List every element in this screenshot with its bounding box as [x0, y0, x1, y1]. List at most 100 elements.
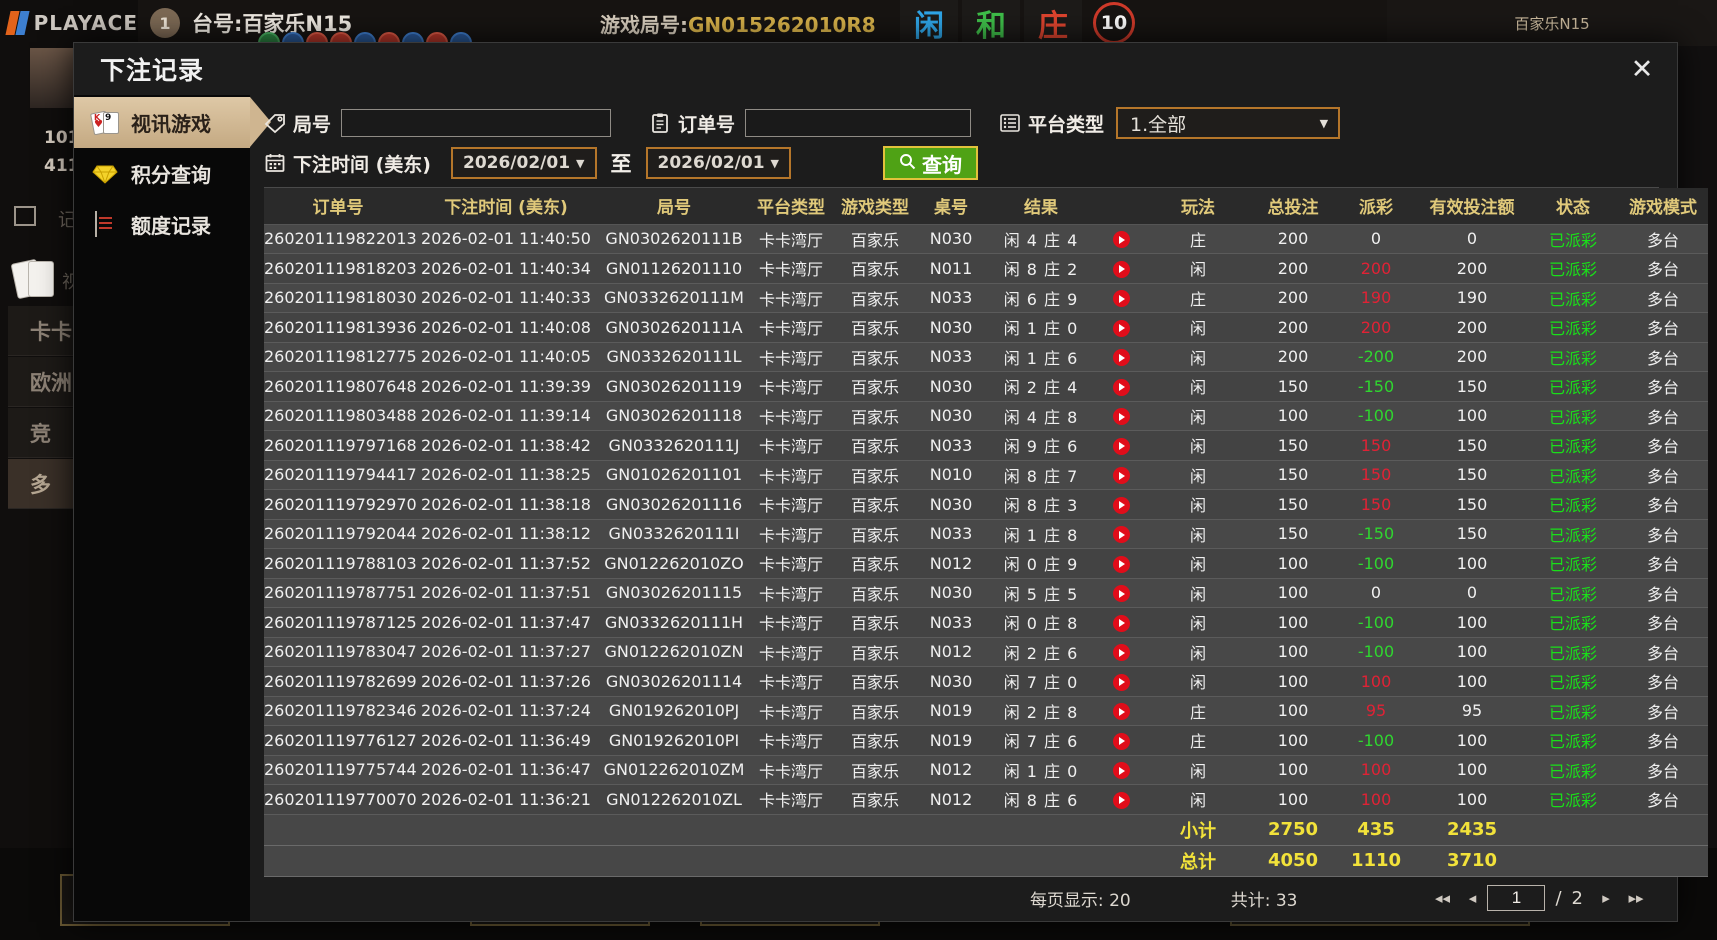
date-between-label: 至 [610, 152, 632, 176]
play-icon[interactable] [1112, 378, 1130, 396]
table-row[interactable]: 260201119797168 2026-02-01 11:38:42 GN0332… [264, 430, 1708, 461]
close-icon[interactable]: ✕ [1630, 53, 1654, 85]
play-icon[interactable] [1112, 408, 1130, 426]
replay-cell[interactable] [1096, 371, 1146, 402]
status-cell: 已派彩 [1528, 607, 1618, 638]
table-row[interactable]: 260201119782346 2026-02-01 11:37:24 GN0192… [264, 696, 1708, 726]
play-icon[interactable] [1112, 732, 1130, 750]
gametype-cell: 百家乐 [834, 401, 916, 431]
table-row[interactable]: 260201119794417 2026-02-01 11:38:25 GN0102… [264, 460, 1708, 490]
replay-cell[interactable] [1096, 312, 1146, 343]
last-page-icon[interactable]: ▸▸ [1628, 889, 1644, 907]
replay-cell[interactable] [1096, 401, 1146, 431]
play-icon[interactable] [1112, 644, 1130, 662]
play-icon[interactable] [1112, 614, 1130, 632]
play-icon[interactable] [1112, 703, 1130, 721]
table-row[interactable]: 260201119818030 2026-02-01 11:40:33 GN0332… [264, 283, 1708, 313]
table-row[interactable]: 260201119822013 2026-02-01 11:40:50 GN0302… [264, 224, 1708, 254]
replay-cell[interactable] [1096, 784, 1146, 815]
play-icon[interactable] [1112, 496, 1130, 514]
table-row[interactable]: 260201119813936 2026-02-01 11:40:08 GN0302… [264, 312, 1708, 343]
play-icon[interactable] [1112, 290, 1130, 308]
play-icon[interactable] [1112, 260, 1130, 278]
play-icon[interactable] [1112, 231, 1130, 249]
status-cell: 已派彩 [1528, 283, 1618, 313]
table-row[interactable]: 260201119788103 2026-02-01 11:37:52 GN0122… [264, 548, 1708, 579]
table-row[interactable]: 260201119782699 2026-02-01 11:37:26 GN0302… [264, 666, 1708, 697]
col-order: 订单号 [264, 188, 412, 225]
platform-cell: 卡卡湾厅 [748, 696, 834, 726]
play-icon[interactable] [1112, 791, 1130, 809]
play-icon[interactable] [1112, 319, 1130, 337]
prev-page-icon[interactable]: ◂ [1468, 889, 1477, 907]
table-row[interactable]: 260201119787751 2026-02-01 11:37:51 GN0302… [264, 578, 1708, 608]
play-icon[interactable] [1112, 673, 1130, 691]
replay-cell[interactable] [1096, 342, 1146, 372]
replay-cell[interactable] [1096, 283, 1146, 313]
replay-cell[interactable] [1096, 637, 1146, 667]
bet-cell: 闲 [1146, 401, 1250, 431]
replay-cell[interactable] [1096, 460, 1146, 490]
table-row[interactable]: 260201119770070 2026-02-01 11:36:21 GN0122… [264, 784, 1708, 815]
platform-select[interactable]: 1.全部 ▼ [1116, 107, 1341, 139]
records-table: 订单号 下注时间 (美东) 局号 平台类型 游戏类型 桌号 结果 玩法 总投注 [264, 188, 1708, 877]
table-row[interactable]: 260201119776127 2026-02-01 11:36:49 GN0192… [264, 725, 1708, 756]
table-row[interactable]: 260201119818203 2026-02-01 11:40:34 GN0112… [264, 253, 1708, 284]
status-badge: 已派彩 [1548, 496, 1597, 516]
replay-cell[interactable] [1096, 607, 1146, 638]
replay-cell[interactable] [1096, 666, 1146, 697]
replay-cell[interactable] [1096, 696, 1146, 726]
mode-cell: 多台 [1618, 637, 1708, 667]
table-row[interactable]: 260201119783047 2026-02-01 11:37:27 GN0122… [264, 637, 1708, 667]
platform-cell: 卡卡湾厅 [748, 312, 834, 343]
platform-cell: 卡卡湾厅 [748, 342, 834, 372]
play-icon[interactable] [1112, 467, 1130, 485]
round-input[interactable] [341, 109, 612, 137]
platform-cell: 卡卡湾厅 [748, 548, 834, 579]
play-icon[interactable] [1112, 762, 1130, 780]
replay-cell[interactable] [1096, 578, 1146, 608]
replay-cell[interactable] [1096, 224, 1146, 254]
table-cell: N011 [916, 253, 986, 284]
replay-cell[interactable] [1096, 755, 1146, 785]
table-row[interactable]: 260201119812775 2026-02-01 11:40:05 GN0332… [264, 342, 1708, 372]
replay-cell[interactable] [1096, 489, 1146, 520]
result-tile-player: 闲 [900, 0, 958, 46]
play-icon[interactable] [1112, 526, 1130, 544]
table-row[interactable]: 260201119807648 2026-02-01 11:39:39 GN0302… [264, 371, 1708, 402]
replay-cell[interactable] [1096, 725, 1146, 756]
next-page-icon[interactable]: ▸ [1602, 889, 1610, 907]
time-cell: 2026-02-01 11:39:39 [412, 371, 600, 402]
search-button[interactable]: 查询 [883, 146, 979, 180]
table-row[interactable]: 260201119787125 2026-02-01 11:37:47 GN0332… [264, 607, 1708, 638]
table-row[interactable]: 260201119792970 2026-02-01 11:38:18 GN0302… [264, 489, 1708, 520]
platform-cell: 卡卡湾厅 [748, 430, 834, 461]
page-count-label: 2 [1571, 887, 1583, 909]
gametype-cell: 百家乐 [834, 253, 916, 284]
sidebar-text-1: 记 [58, 210, 76, 231]
nav-item-points-query[interactable]: 积分查询 [74, 148, 250, 199]
platform-cell: 卡卡湾厅 [748, 578, 834, 608]
order-input[interactable] [745, 109, 972, 137]
play-icon[interactable] [1112, 555, 1130, 573]
play-icon[interactable] [1112, 349, 1130, 367]
records-table-wrap: 订单号 下注时间 (美东) 局号 平台类型 游戏类型 桌号 结果 玩法 总投注 [264, 187, 1708, 877]
date-to-picker[interactable]: 2026/02/01 ▼ [645, 147, 792, 179]
table-row[interactable]: 260201119803488 2026-02-01 11:39:14 GN0302… [264, 401, 1708, 431]
status-cell: 已派彩 [1528, 548, 1618, 579]
first-page-icon[interactable]: ◂◂ [1434, 889, 1450, 907]
replay-cell[interactable] [1096, 519, 1146, 549]
table-row[interactable]: 260201119775744 2026-02-01 11:36:47 GN0122… [264, 755, 1708, 785]
play-icon[interactable] [1112, 585, 1130, 603]
replay-cell[interactable] [1096, 548, 1146, 579]
date-from-picker[interactable]: 2026/02/01 ▼ [450, 147, 597, 179]
replay-cell[interactable] [1096, 253, 1146, 284]
page-number-input[interactable] [1487, 885, 1546, 911]
table-row[interactable]: 260201119792044 2026-02-01 11:38:12 GN0332… [264, 519, 1708, 549]
order-cell: 260201119782346 [264, 696, 417, 726]
nav-item-credit-records[interactable]: 额度记录 [74, 199, 250, 250]
nav-item-video-games[interactable]: K ♥ 9 视讯游戏 [74, 97, 271, 148]
replay-cell[interactable] [1096, 430, 1146, 461]
play-icon[interactable] [1112, 437, 1130, 455]
round-cell: GN012262010ZL [600, 784, 748, 815]
